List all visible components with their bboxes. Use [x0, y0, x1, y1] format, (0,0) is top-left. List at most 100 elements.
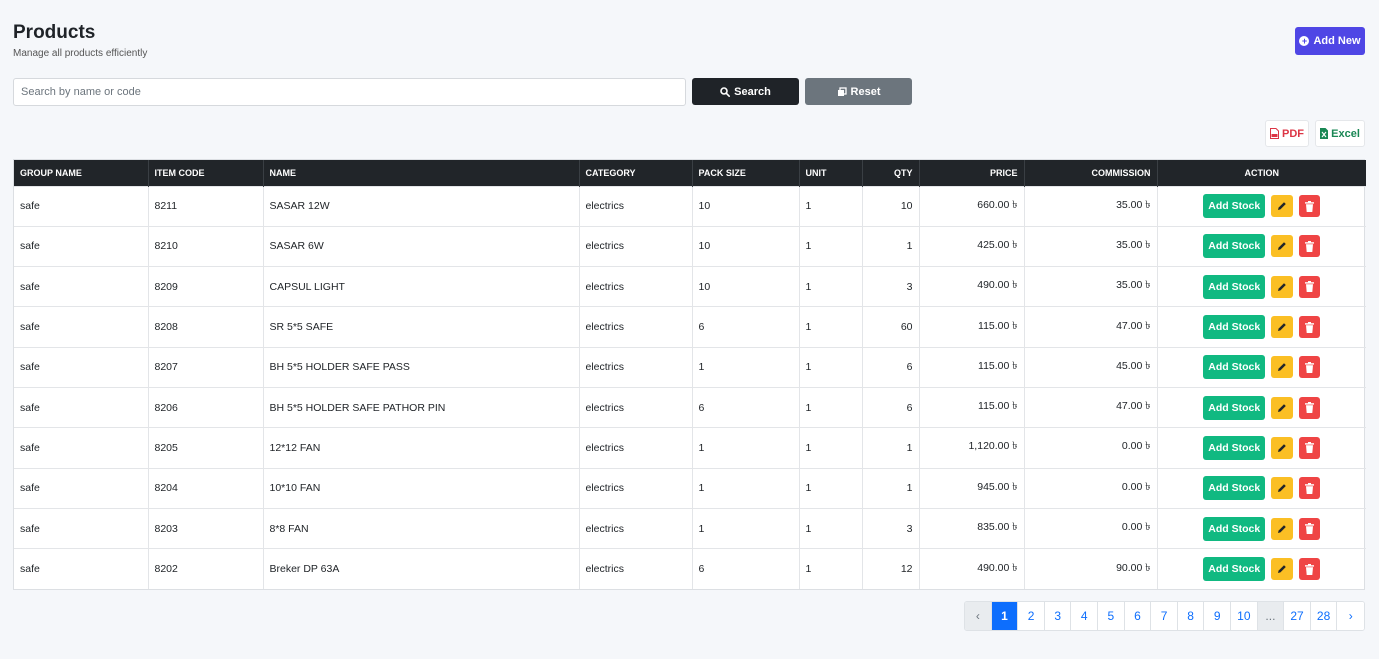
edit-button[interactable]: [1271, 558, 1294, 581]
add-stock-button[interactable]: Add Stock: [1203, 476, 1266, 501]
cell-price: 660.00 ৳: [919, 185, 1025, 227]
cell-pack-size: 6: [692, 548, 800, 589]
add-stock-button[interactable]: Add Stock: [1203, 315, 1266, 340]
pagination-page[interactable]: 3: [1044, 602, 1072, 630]
cell-category: electrics: [579, 507, 693, 549]
cell-name: SASAR 12W: [263, 185, 580, 227]
trash-icon: [1305, 200, 1315, 212]
cell-commission: 47.00 ৳: [1024, 386, 1158, 428]
cell-action: Add Stock: [1157, 467, 1366, 509]
export-excel-button[interactable]: Excel: [1315, 120, 1365, 147]
row-actions: Add Stock: [1164, 557, 1361, 582]
search-input[interactable]: [13, 78, 686, 106]
add-stock-button[interactable]: Add Stock: [1203, 355, 1266, 380]
pagination-page[interactable]: 5: [1098, 602, 1125, 630]
add-stock-button[interactable]: Add Stock: [1203, 395, 1266, 420]
edit-button[interactable]: [1271, 195, 1294, 218]
reset-button[interactable]: Reset: [805, 78, 912, 105]
add-stock-button[interactable]: Add Stock: [1203, 516, 1266, 541]
cell-qty: 3: [862, 266, 920, 307]
cell-unit: 1: [799, 306, 863, 348]
edit-button[interactable]: [1271, 517, 1294, 540]
edit-button[interactable]: [1271, 316, 1294, 339]
cell-price: 115.00 ৳: [919, 386, 1025, 428]
trash-icon: [1305, 402, 1315, 414]
trash-icon: [1305, 563, 1315, 575]
cell-commission: 0.00 ৳: [1024, 427, 1158, 469]
delete-button[interactable]: [1299, 517, 1321, 540]
table-row: safe 8209 CAPSUL LIGHT electrics 10 1 3 490.00 …: [14, 266, 1366, 307]
pagination-ellipsis: ...: [1257, 602, 1285, 630]
products-table: GROUP NAME ITEM CODE NAME CATEGORY PACK …: [13, 159, 1366, 590]
cell-commission: 47.00 ৳: [1024, 306, 1158, 348]
cell-group-name: safe: [14, 427, 149, 469]
trash-icon: [1305, 240, 1315, 252]
delete-button[interactable]: [1299, 316, 1321, 339]
cell-item-code: 8205: [148, 427, 264, 469]
pagination-page[interactable]: 27: [1284, 602, 1311, 630]
pencil-icon: [1278, 403, 1287, 412]
search-button[interactable]: Search: [692, 78, 799, 105]
cell-qty: 6: [862, 346, 920, 388]
cell-action: Add Stock: [1157, 507, 1366, 549]
trash-icon: [1305, 523, 1315, 535]
pagination-next[interactable]: ›: [1337, 602, 1364, 630]
edit-button[interactable]: [1271, 235, 1294, 258]
pagination-page[interactable]: 4: [1071, 602, 1099, 630]
cell-item-code: 8203: [148, 507, 264, 549]
pagination-page[interactable]: 28: [1310, 602, 1338, 630]
cell-category: electrics: [579, 467, 693, 509]
cell-action: Add Stock: [1157, 386, 1366, 428]
delete-button[interactable]: [1299, 436, 1321, 459]
pagination-page[interactable]: 6: [1124, 602, 1152, 630]
edit-button[interactable]: [1271, 396, 1294, 419]
add-stock-button[interactable]: Add Stock: [1203, 234, 1266, 259]
delete-button[interactable]: [1299, 235, 1321, 258]
cell-item-code: 8210: [148, 225, 264, 267]
cell-pack-size: 1: [692, 507, 800, 549]
delete-button[interactable]: [1299, 558, 1321, 581]
pagination-page[interactable]: 7: [1151, 602, 1178, 630]
cell-group-name: safe: [14, 548, 149, 589]
delete-button[interactable]: [1299, 477, 1321, 500]
edit-button[interactable]: [1271, 436, 1294, 459]
trash-icon: [1305, 482, 1315, 494]
add-stock-button[interactable]: Add Stock: [1203, 274, 1266, 299]
export-pdf-button[interactable]: PDF: [1265, 120, 1309, 147]
cell-action: Add Stock: [1157, 346, 1366, 388]
cell-qty: 1: [862, 427, 920, 469]
cell-name: CAPSUL LIGHT: [263, 266, 580, 307]
pagination-page[interactable]: 10: [1231, 602, 1258, 630]
page-subtitle: Manage all products efficiently: [13, 48, 148, 59]
delete-button[interactable]: [1299, 356, 1321, 379]
add-stock-button[interactable]: Add Stock: [1203, 435, 1266, 460]
pagination-page[interactable]: 9: [1204, 602, 1232, 630]
cell-unit: 1: [799, 225, 863, 267]
pagination-page[interactable]: 8: [1177, 602, 1205, 630]
column-header-unit: UNIT: [799, 160, 863, 186]
cell-unit: 1: [799, 507, 863, 549]
cell-name: 8*8 FAN: [263, 507, 580, 549]
pagination-page[interactable]: 1: [991, 602, 1019, 630]
search-icon: [720, 86, 731, 97]
cell-name: 12*12 FAN: [263, 427, 580, 469]
edit-button[interactable]: [1271, 356, 1294, 379]
pagination: ‹ 1 2 3 4 5 6 7 8 9 10... 27 28 ›: [964, 601, 1365, 631]
delete-button[interactable]: [1299, 396, 1321, 419]
add-stock-button[interactable]: Add Stock: [1203, 194, 1266, 219]
column-header-qty: QTY: [862, 160, 920, 186]
delete-button[interactable]: [1299, 275, 1321, 298]
delete-button[interactable]: [1299, 195, 1321, 218]
edit-button[interactable]: [1271, 275, 1294, 298]
pagination-prev[interactable]: ‹: [965, 602, 992, 630]
edit-button[interactable]: [1271, 477, 1294, 500]
page-title: Products: [13, 22, 96, 43]
add-stock-button[interactable]: Add Stock: [1203, 557, 1266, 582]
add-new-button[interactable]: + Add New: [1295, 27, 1365, 55]
cell-price: 490.00 ৳: [919, 266, 1025, 307]
table-row: safe 8211 SASAR 12W electrics 10 1 10 660.00 ৳ 3…: [14, 185, 1366, 227]
table-row: safe 8202 Breker DP 63A electrics 6 1 12 490.00…: [14, 548, 1366, 589]
table-row: safe 8210 SASAR 6W electrics 10 1 1 425.00 ৳ 35.…: [14, 225, 1366, 267]
pagination-page[interactable]: 2: [1018, 602, 1045, 630]
row-actions: Add Stock: [1164, 435, 1361, 460]
